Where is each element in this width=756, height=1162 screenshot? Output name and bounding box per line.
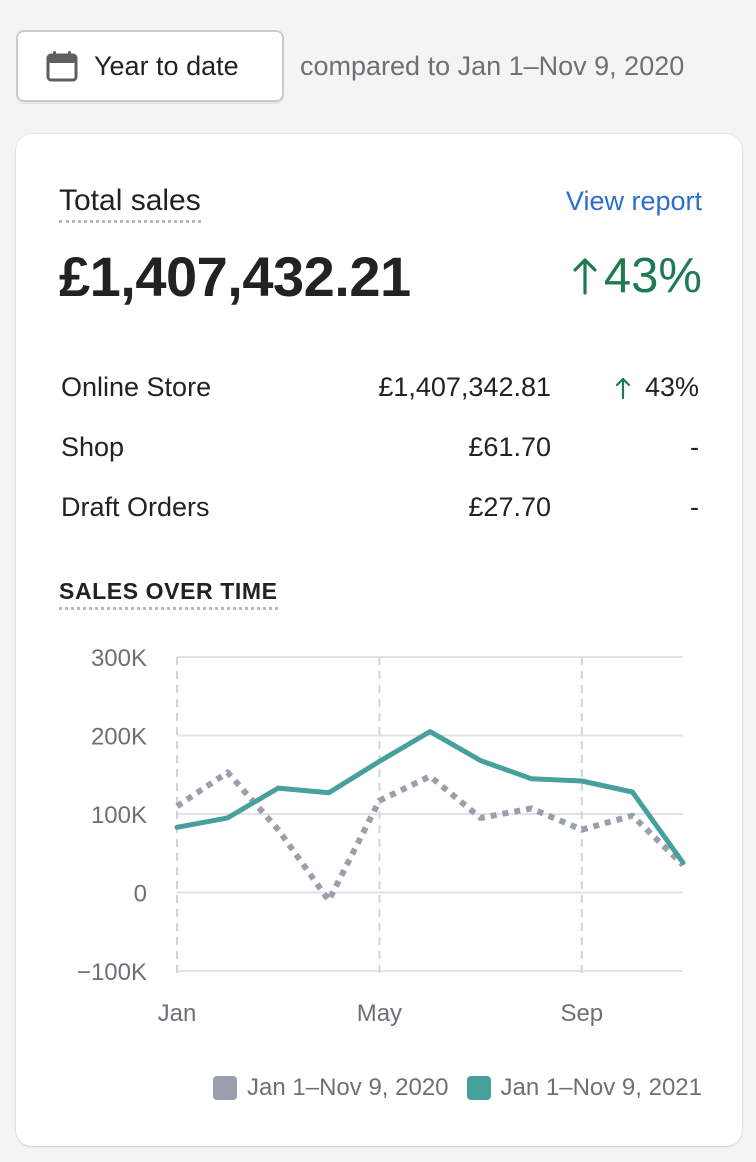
channel-name: Draft Orders bbox=[61, 492, 210, 522]
breakdown-row-draft-orders: Draft Orders £27.70 - bbox=[61, 484, 701, 544]
channel-change: - bbox=[690, 432, 699, 463]
channel-amount: £1,407,342.81 bbox=[378, 372, 551, 402]
date-range-button[interactable]: Year to date bbox=[16, 30, 284, 102]
view-report-link[interactable]: View report bbox=[565, 186, 702, 216]
y-tick-label: −100K bbox=[77, 959, 147, 986]
y-tick-label: 0 bbox=[134, 881, 147, 908]
channel-amount: £27.70 bbox=[468, 492, 551, 522]
channel-change: - bbox=[690, 492, 699, 523]
x-tick-label: Sep bbox=[560, 1000, 603, 1027]
channel-change-value: - bbox=[690, 492, 699, 522]
total-change-percent: 43% bbox=[603, 249, 702, 303]
sales-over-time-title[interactable]: SALES OVER TIME bbox=[59, 578, 278, 610]
arrow-up-icon bbox=[573, 258, 597, 295]
channel-change: 43% bbox=[615, 372, 699, 403]
y-tick-label: 200K bbox=[91, 724, 147, 751]
x-tick-label: May bbox=[357, 1000, 402, 1027]
channel-change-value: - bbox=[690, 432, 699, 462]
legend-label-previous: Jan 1–Nov 9, 2020 bbox=[247, 1074, 449, 1101]
line-chart: 300K 200K 100K 0 −100K Jan May Sep bbox=[77, 645, 686, 1027]
total-sales-card: Total sales View report £1,407,432.21 43… bbox=[16, 134, 742, 1146]
legend-swatch-current bbox=[466, 1076, 491, 1100]
calendar-icon bbox=[46, 51, 78, 82]
total-sales-value: £1,407,432.21 bbox=[59, 245, 411, 308]
comparison-period-text: compared to Jan 1–Nov 9, 2020 bbox=[300, 50, 685, 81]
legend-item-current[interactable]: Jan 1–Nov 9, 2021 bbox=[466, 1074, 702, 1102]
total-sales-change: 43% bbox=[572, 248, 702, 304]
channel-name: Online Store bbox=[61, 372, 212, 402]
sales-over-time-chart: 300K 200K 100K 0 −100K Jan May Sep bbox=[16, 634, 742, 1054]
arrow-up-icon bbox=[615, 377, 631, 399]
legend-item-previous[interactable]: Jan 1–Nov 9, 2020 bbox=[213, 1074, 449, 1102]
channel-change-value: 43% bbox=[644, 372, 699, 402]
card-title[interactable]: Total sales bbox=[59, 184, 201, 223]
breakdown-row-shop: Shop £61.70 - bbox=[61, 424, 701, 484]
chart-legend: Jan 1–Nov 9, 2020 Jan 1–Nov 9, 2021 bbox=[195, 1074, 702, 1102]
y-tick-label: 300K bbox=[91, 645, 147, 672]
channel-amount: £61.70 bbox=[468, 432, 551, 462]
legend-swatch-previous bbox=[213, 1076, 238, 1100]
date-range-bar: Year to date compared to Jan 1–Nov 9, 20… bbox=[16, 30, 684, 102]
y-tick-label: 100K bbox=[91, 802, 147, 829]
date-range-label: Year to date bbox=[94, 50, 239, 81]
breakdown-row-online-store: Online Store £1,407,342.81 43% bbox=[61, 364, 701, 424]
channel-name: Shop bbox=[61, 432, 125, 462]
series-line-previous bbox=[175, 769, 686, 904]
legend-label-current: Jan 1–Nov 9, 2021 bbox=[500, 1074, 702, 1101]
sales-breakdown-list: Online Store £1,407,342.81 43% Shop £61.… bbox=[61, 364, 701, 544]
x-tick-label: Jan bbox=[158, 1000, 197, 1027]
series-line-current bbox=[174, 729, 686, 866]
